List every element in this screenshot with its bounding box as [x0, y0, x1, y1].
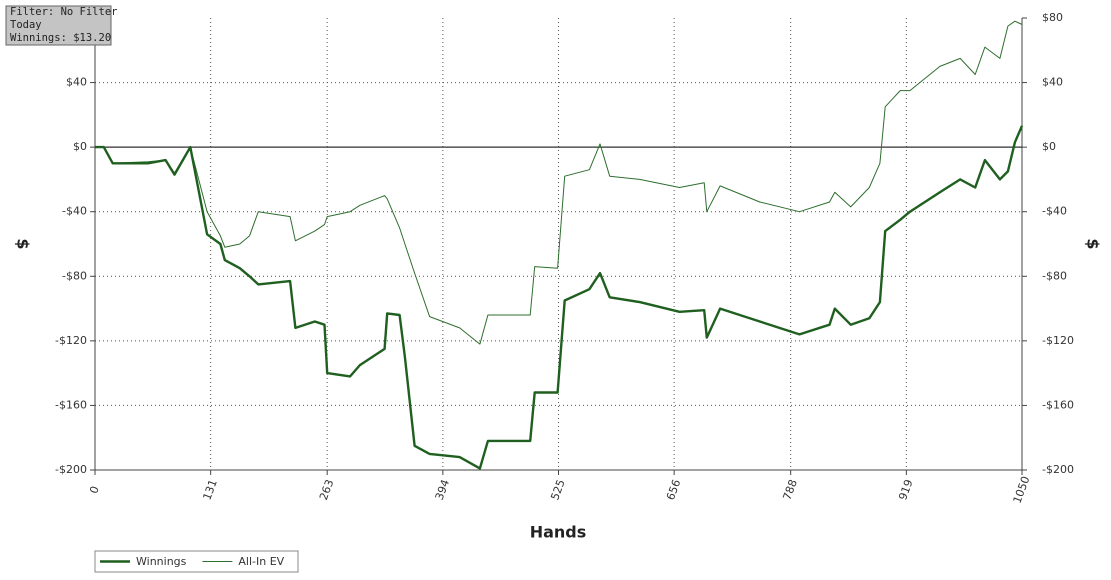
- y-tick-label: -$120: [55, 334, 87, 347]
- info-box-bg: [5, 5, 112, 46]
- x-axis-label: Hands: [530, 523, 587, 542]
- y-tick-label: $0: [73, 140, 87, 153]
- legend: Winnings All-In EV: [94, 550, 299, 573]
- x-tick-label: 263: [317, 478, 336, 502]
- y2-tick-label: -$200: [1042, 463, 1074, 476]
- legend-label: Winnings: [136, 555, 187, 568]
- y2-tick-label: $40: [1042, 76, 1063, 89]
- y2-tick-label: -$40: [1042, 205, 1067, 218]
- y-tick-label: -$40: [62, 205, 87, 218]
- y-axis-label: $: [14, 238, 33, 249]
- legend-box: [94, 550, 299, 573]
- info-line: Filter: No Filter: [10, 6, 117, 18]
- y2-tick-label: -$120: [1042, 334, 1074, 347]
- x-tick-label: 525: [548, 478, 567, 502]
- x-tick-label: 656: [664, 478, 683, 502]
- info-line: Today: [10, 19, 42, 31]
- series-line: [95, 125, 1024, 470]
- plot-area: 0 131 263 394 525 656 788 919 1050 $40 $0 -$40 -$80 -…: [55, 11, 1074, 505]
- info-line: Winnings: $13.20: [10, 32, 111, 44]
- y2-tick-label: -$80: [1042, 269, 1067, 282]
- y-tick-label: $40: [66, 76, 87, 89]
- x-tick-label: 394: [433, 478, 452, 502]
- y-tick-label: -$160: [55, 398, 87, 411]
- legend-label: All-In EV: [238, 555, 284, 568]
- series-line: [95, 20, 1023, 345]
- x-tick-label: 788: [781, 478, 800, 502]
- x-tick-label: 1050: [1011, 474, 1033, 505]
- x-tick-label: 919: [896, 478, 915, 502]
- y2-axis-label: $: [1084, 238, 1103, 249]
- y-tick-label: -$80: [62, 269, 87, 282]
- x-tick-label: 131: [200, 478, 219, 502]
- info-box: Filter: No Filter Today Winnings: $13.20: [5, 5, 117, 46]
- y2-tick-label: -$160: [1042, 398, 1074, 411]
- y2-tick-label: $0: [1042, 140, 1056, 153]
- y2-tick-label: $80: [1042, 11, 1063, 24]
- y-tick-label: -$200: [55, 463, 87, 476]
- x-tick-label: 0: [87, 484, 102, 495]
